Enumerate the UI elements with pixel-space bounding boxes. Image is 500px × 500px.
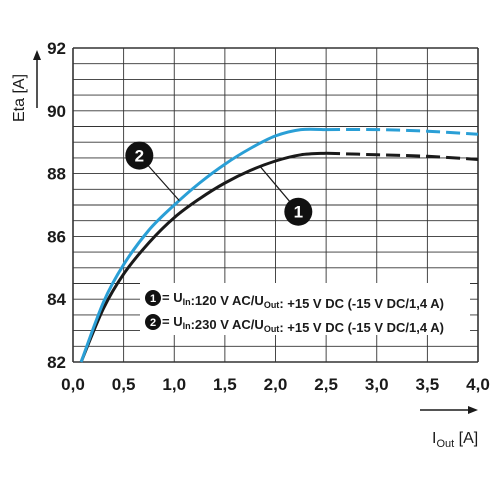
axis-titles: Eta [A] IOut [A] — [11, 50, 478, 450]
y-tick-label: 82 — [47, 353, 66, 372]
x-tick-label: 2,5 — [314, 375, 338, 394]
x-tick-label: 3,5 — [416, 375, 440, 394]
x-axis-label: IOut [A] — [432, 430, 478, 450]
legend-1-circle — [145, 290, 161, 306]
y-axis-label: Eta [A] — [11, 74, 28, 122]
legend: 1 = UIn:120 V AC/UOut: +15 V DC (-15 V D… — [140, 283, 470, 335]
x-tick-label: 4,0 — [466, 375, 490, 394]
marker-2-circle — [125, 141, 154, 170]
marker-2-label: 2 — [135, 147, 144, 166]
legend-1-number: 1 — [150, 293, 156, 305]
legend-box — [140, 283, 470, 335]
x-tick-label: 1,0 — [162, 375, 186, 394]
x-tick-label: 0,0 — [61, 375, 85, 394]
legend-2-text: = UIn:230 V AC/UOut: +15 V DC (-15 V DC/… — [162, 314, 444, 335]
tick-labels: 0,0 0,5 1,0 1,5 2,0 2,5 3,0 3,5 4,0 82 84 86 88 90 92 — [47, 39, 490, 394]
x-tick-label: 1,5 — [213, 375, 237, 394]
series-2-dashed-line — [326, 128, 479, 136]
legend-2-number: 2 — [150, 317, 156, 329]
x-axis-arrowhead — [468, 406, 478, 414]
y-tick-label: 92 — [47, 39, 66, 58]
y-tick-label: 86 — [47, 227, 66, 246]
marker-1-circle — [284, 197, 313, 226]
legend-1-text: = UIn:120 V AC/UOut: +15 V DC (-15 V DC/… — [162, 290, 444, 311]
marker-1-label: 1 — [294, 203, 303, 222]
series-markers: 21 — [125, 141, 313, 226]
x-tick-label: 2,0 — [264, 375, 288, 394]
y-tick-label: 90 — [47, 102, 66, 121]
x-tick-label: 0,5 — [112, 375, 136, 394]
series-1-dashed-line — [326, 151, 479, 161]
legend-2-circle — [145, 314, 161, 330]
x-tick-label: 3,0 — [365, 375, 389, 394]
y-axis-arrowhead — [33, 50, 41, 60]
series-2-line — [79, 127, 327, 363]
y-tick-label: 88 — [47, 165, 66, 184]
series-1-line — [79, 151, 327, 363]
chart-series — [79, 127, 479, 363]
y-tick-label: 84 — [47, 290, 66, 309]
